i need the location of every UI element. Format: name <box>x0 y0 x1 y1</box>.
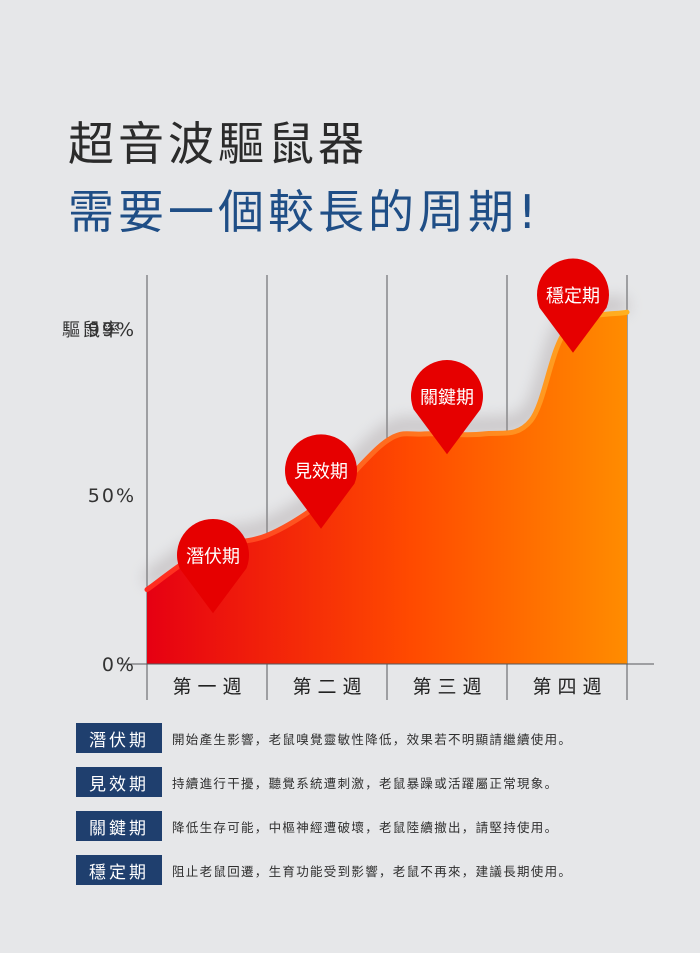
phase-marker: 見效期 <box>285 434 357 529</box>
legend-desc-critical: 降低生存可能，中樞神經遭破壞，老鼠陸續撤出，請堅持使用。 <box>172 819 559 835</box>
x-tick-label: 第 三 週 <box>412 676 481 698</box>
chart: 驅鼠率 0% 50% 99% 第 一 週 第 二 週 第 三 週 第 四 週 潛伏期 見效期 關鍵… <box>62 258 654 700</box>
x-tick-label: 第 一 週 <box>172 676 241 698</box>
marker-label: 見效期 <box>294 462 348 483</box>
phase-marker: 關鍵期 <box>411 360 483 455</box>
title-line-2: 需要一個較長的周期! <box>68 185 541 239</box>
y-axis-label: 驅鼠率 <box>62 320 122 341</box>
legend-tag-critical: 關鍵期 <box>76 811 162 841</box>
legend-desc-stable: 阻止老鼠回遷，生育功能受到影響，老鼠不再來，建議長期使用。 <box>172 863 573 879</box>
marker-label: 穩定期 <box>546 286 600 307</box>
x-tick-label: 第 四 週 <box>532 676 601 698</box>
legend: 潛伏期 開始產生影響，老鼠嗅覺靈敏性降低，效果若不明顯請繼續使用。 見效期 持續… <box>76 723 676 899</box>
data-area <box>147 312 627 664</box>
marker-pin <box>411 360 483 455</box>
legend-row-stable: 穩定期 阻止老鼠回遷，生育功能受到影響，老鼠不再來，建議長期使用。 <box>76 855 676 885</box>
legend-tag-stable: 穩定期 <box>76 855 162 885</box>
legend-tag-latent: 潛伏期 <box>76 723 162 753</box>
legend-row-critical: 關鍵期 降低生存可能，中樞神經遭破壞，老鼠陸續撤出，請堅持使用。 <box>76 811 676 841</box>
title-line-1: 超音波驅鼠器 <box>68 117 368 171</box>
legend-desc-latent: 開始產生影響，老鼠嗅覺靈敏性降低，效果若不明顯請繼續使用。 <box>172 731 573 747</box>
marker-label: 潛伏期 <box>186 546 240 567</box>
y-tick-label: 50% <box>88 485 136 507</box>
marker-label: 關鍵期 <box>420 387 474 408</box>
phase-marker: 潛伏期 <box>177 518 249 614</box>
marker-pin <box>177 518 249 614</box>
x-tick-label: 第 二 週 <box>292 676 361 698</box>
marker-pin <box>537 258 609 353</box>
phase-marker: 穩定期 <box>537 258 609 353</box>
legend-row-latent: 潛伏期 開始產生影響，老鼠嗅覺靈敏性降低，效果若不明顯請繼續使用。 <box>76 723 676 753</box>
marker-pin <box>285 434 357 529</box>
legend-tag-effective: 見效期 <box>76 767 162 797</box>
y-tick-label: 99% <box>88 319 136 341</box>
y-tick-label: 0% <box>102 654 136 676</box>
legend-row-effective: 見效期 持續進行干擾，聽覺系統遭刺激，老鼠暴躁或活躍屬正常現象。 <box>76 767 676 797</box>
legend-desc-effective: 持續進行干擾，聽覺系統遭刺激，老鼠暴躁或活躍屬正常現象。 <box>172 775 559 791</box>
